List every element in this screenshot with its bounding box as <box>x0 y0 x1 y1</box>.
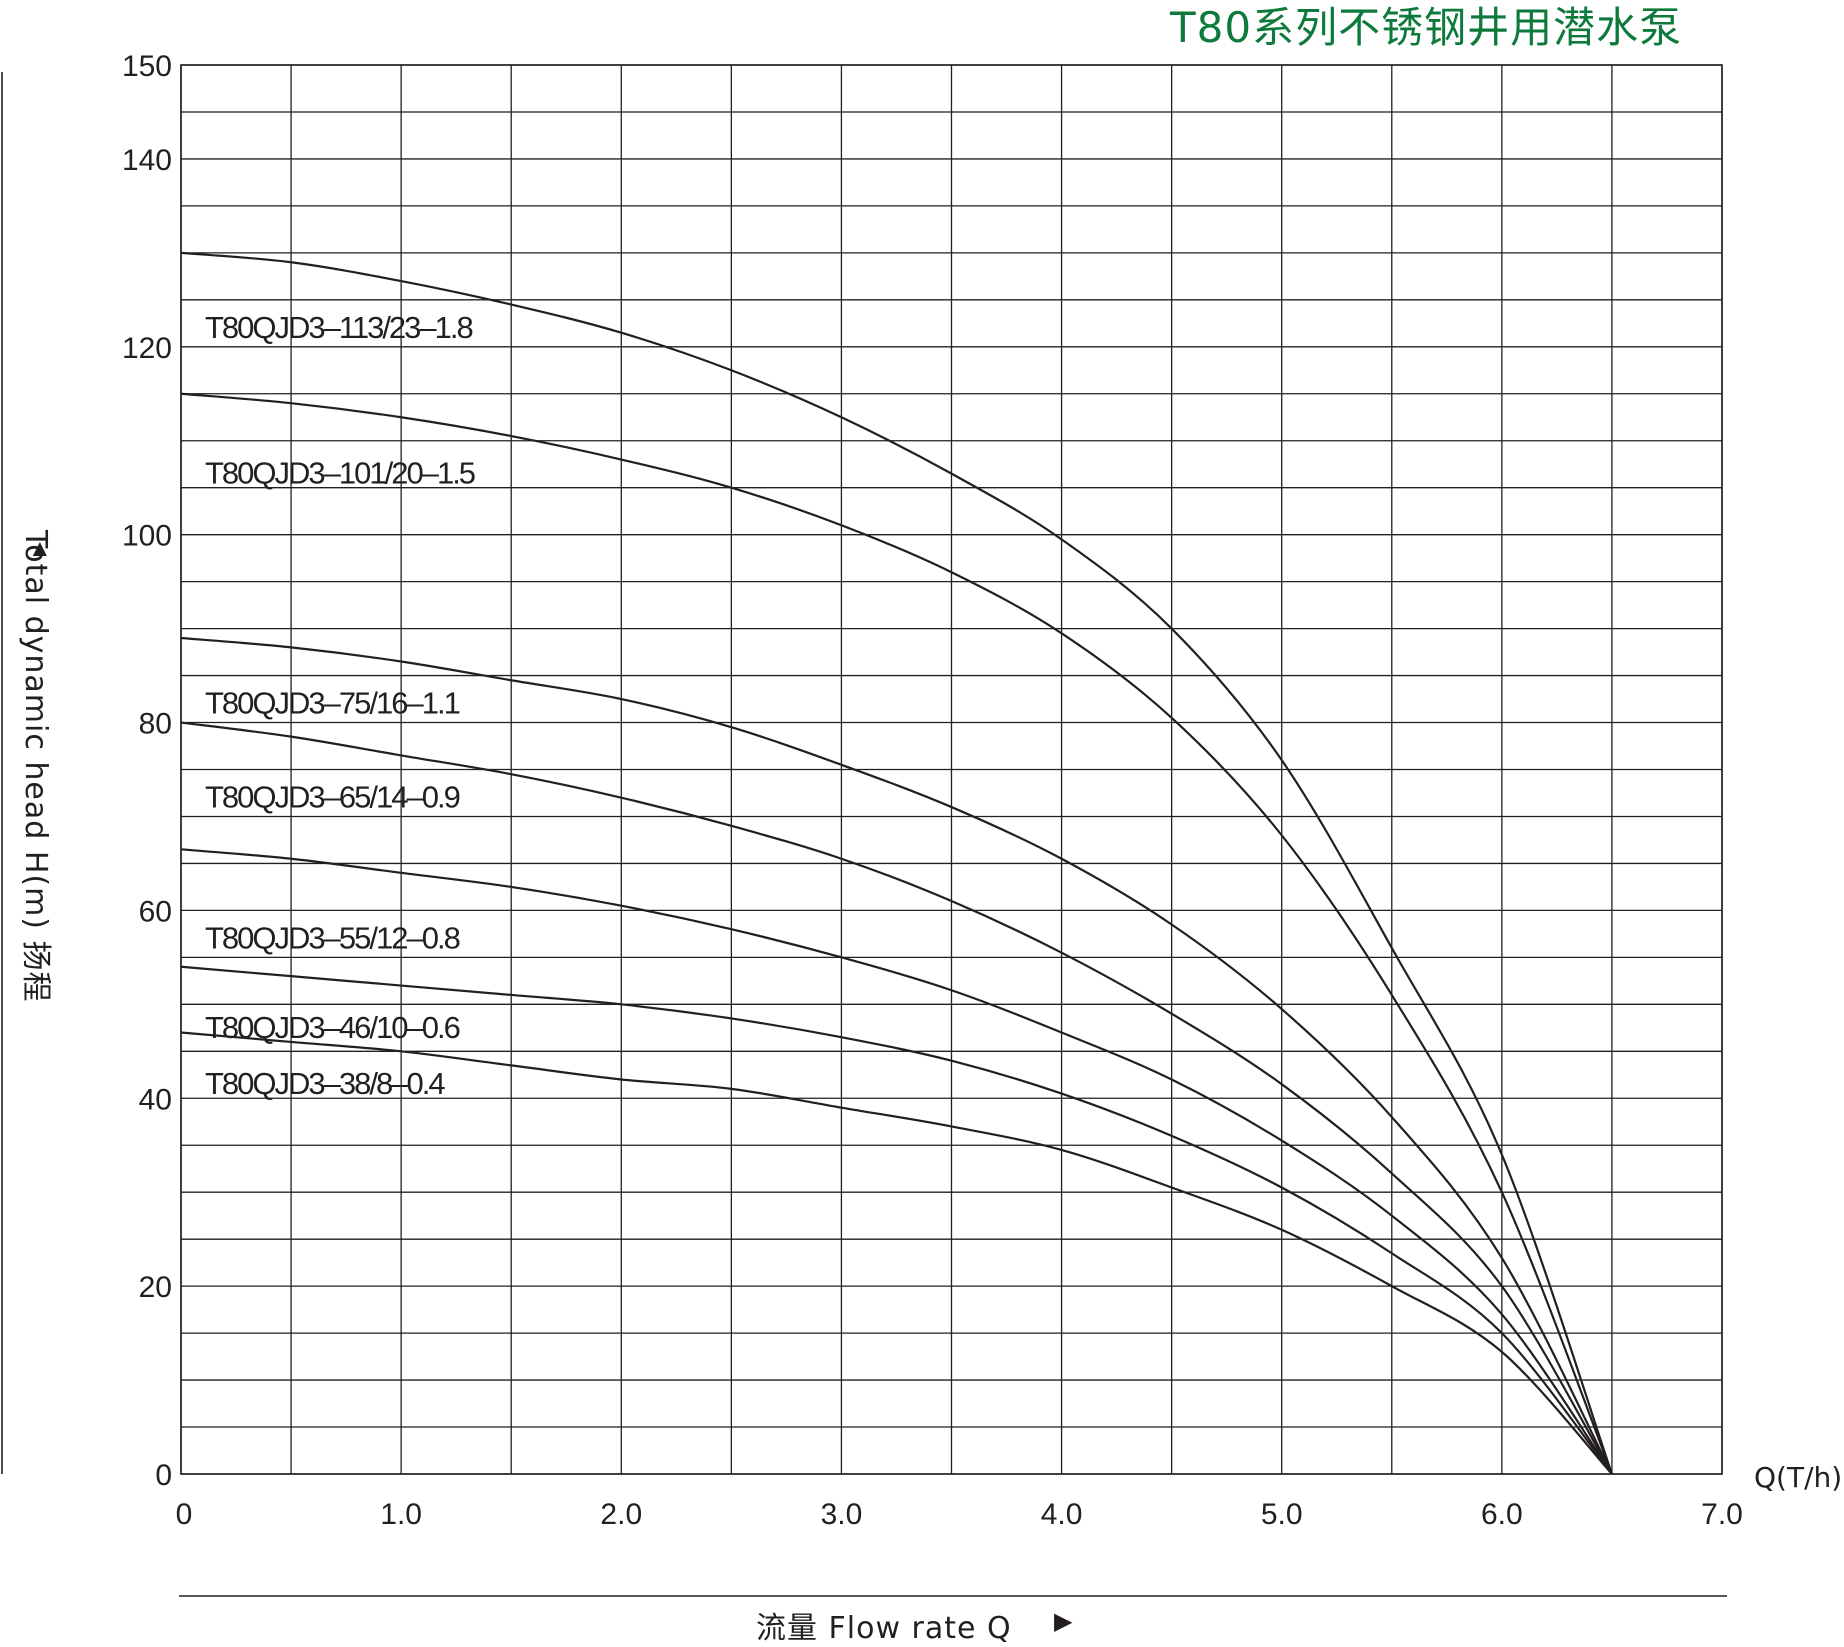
x-tick-label: 4.0 <box>1041 1498 1083 1531</box>
x-tick-label: 1.0 <box>380 1498 422 1531</box>
y-tick-label: 60 <box>139 895 172 928</box>
curve-2 <box>180 392 1613 1475</box>
series-labels: T80QJD3–113/23–1.8 T80QJD3–101/20–1.5 T80Q… <box>205 310 477 1101</box>
plot-frame <box>180 64 1723 1475</box>
y-axis-arrow-icon: ▲ <box>28 535 52 562</box>
x-tick-label: 5.0 <box>1261 1498 1303 1531</box>
series-label: T80QJD3–75/16–1.1 <box>205 686 460 721</box>
y-tick-label: 20 <box>139 1271 172 1304</box>
performance-curves <box>180 251 1613 1475</box>
x-axis-label: 流量 Flow rate Q <box>756 1611 1012 1646</box>
x-axis-unit-label: Q(T/h) <box>1754 1461 1843 1494</box>
x-tick-label: 3.0 <box>821 1498 863 1531</box>
series-label: T80QJD3–46/10–0.6 <box>205 1010 460 1045</box>
series-label: T80QJD3–55/12–0.8 <box>205 921 460 956</box>
x-tick-label: 6.0 <box>1481 1498 1523 1531</box>
grid <box>180 64 1723 1475</box>
y-axis-label: Total dynamic head H(m) 扬程 <box>18 530 53 1003</box>
x-axis-arrow-icon: ▶ <box>1054 1608 1073 1635</box>
curve-7 <box>180 1031 1613 1475</box>
curve-5 <box>180 848 1613 1475</box>
curve-4 <box>180 721 1613 1475</box>
y-tick-label: 140 <box>122 144 172 177</box>
curve-1 <box>180 251 1613 1475</box>
tick-labels: 0 20 40 60 80 100 120 140 150 0 1.0 2.0 3.0 4.0 5.0 6.0… <box>122 50 1743 1531</box>
y-axis-label-wrap: Total dynamic head H(m) 扬程 <box>14 530 64 1050</box>
series-label: T80QJD3–38/8–0.4 <box>205 1066 445 1101</box>
y-tick-label: 40 <box>139 1083 172 1116</box>
curve-3 <box>180 636 1613 1475</box>
axes <box>1 64 1727 1597</box>
y-tick-label: 100 <box>122 520 172 553</box>
x-tick-label: 0 <box>176 1498 193 1531</box>
y-tick-label: 120 <box>122 332 172 365</box>
series-label: T80QJD3–113/23–1.8 <box>205 310 473 345</box>
y-tick-label: 80 <box>139 708 172 741</box>
x-tick-label: 2.0 <box>600 1498 642 1531</box>
x-tick-label: 7.0 <box>1701 1498 1743 1531</box>
curve-6 <box>180 965 1613 1475</box>
series-label: T80QJD3–101/20–1.5 <box>205 456 475 491</box>
series-label: T80QJD3–65/14–0.9 <box>205 780 460 815</box>
chart-title: T80系列不锈钢井用潜水泵 <box>1170 3 1683 52</box>
y-tick-label: 0 <box>155 1459 172 1492</box>
y-tick-label: 150 <box>122 50 172 83</box>
